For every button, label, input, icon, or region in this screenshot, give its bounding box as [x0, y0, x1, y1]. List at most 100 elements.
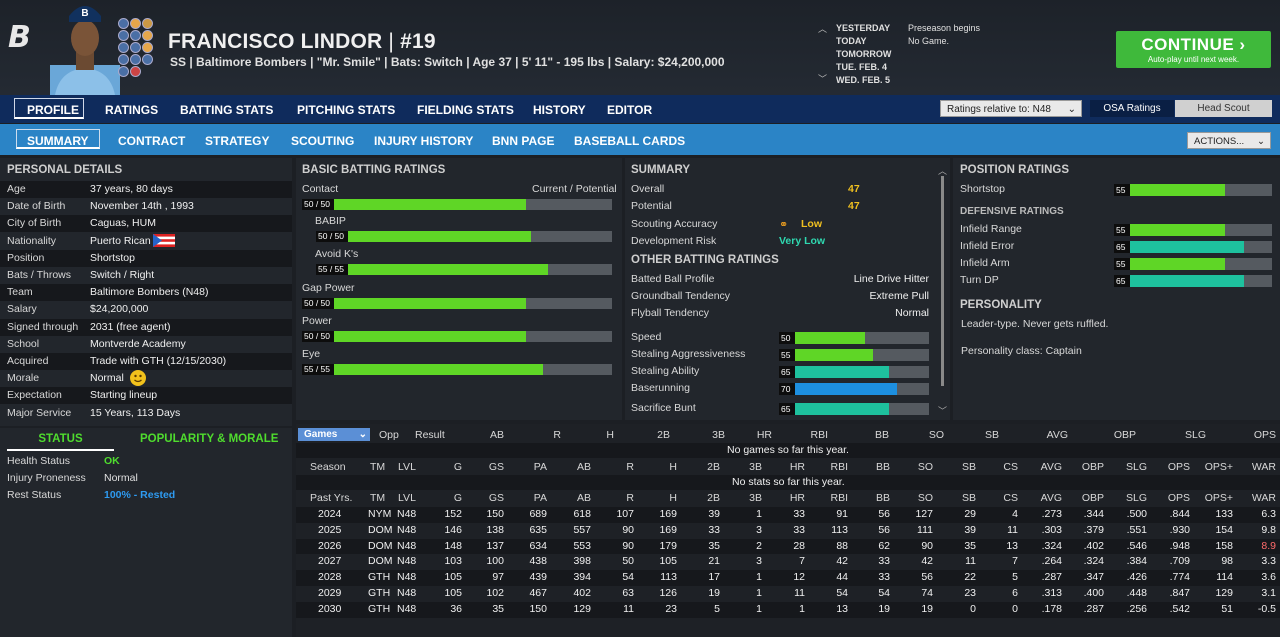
stat-cell: .344 — [1083, 508, 1104, 520]
stat-cell: 12 — [793, 571, 805, 584]
stat-col-header[interactable]: CS — [1003, 492, 1018, 504]
stat-col-header[interactable]: G — [453, 461, 462, 473]
stat-col-header[interactable]: RBI — [830, 461, 848, 473]
stat-col-header[interactable]: SB — [961, 461, 976, 473]
stat-col-header[interactable]: OBP — [1081, 492, 1104, 504]
batting-rating-name: BABIP — [315, 215, 346, 227]
tab-batting-stats[interactable]: BATTING STATS — [180, 103, 274, 117]
subtab-injury-history[interactable]: INJURY HISTORY — [374, 134, 474, 148]
personal-value: 15 Years, 113 Days — [90, 406, 181, 419]
stat-col-header[interactable]: 2B — [707, 492, 720, 504]
stat-col-header[interactable]: SLG — [1125, 461, 1147, 473]
stat-col-header[interactable]: R — [626, 461, 634, 473]
games-col-header[interactable]: OBP — [1113, 429, 1136, 441]
stat-col-header[interactable]: 3B — [749, 492, 762, 504]
stat-col-header[interactable]: RBI — [830, 492, 848, 504]
stat-col-header[interactable]: AVG — [1040, 492, 1062, 504]
stat-col-header[interactable]: TM — [370, 461, 386, 473]
head-scout-toggle[interactable]: Head Scout — [1175, 100, 1272, 117]
stat-cell: 105 — [444, 587, 462, 599]
personal-value: Puerto Rican — [90, 234, 151, 247]
stat-col-header[interactable]: SLG — [1125, 492, 1147, 504]
games-col-header[interactable]: Result — [415, 429, 445, 441]
stat-col-header[interactable]: PA — [533, 492, 547, 504]
games-col-header[interactable]: AB — [489, 429, 504, 441]
games-col-header[interactable]: BB — [874, 429, 889, 441]
stat-col-header[interactable]: AB — [576, 492, 591, 504]
games-col-header[interactable]: AVG — [1046, 429, 1068, 441]
subtab-strategy[interactable]: STRATEGY — [205, 134, 270, 148]
row-stripe — [0, 353, 292, 370]
games-col-header[interactable]: SO — [928, 429, 944, 441]
chevron-down-icon[interactable]: ﹀ — [818, 74, 828, 84]
stat-col-header[interactable]: BB — [875, 461, 890, 473]
row-stripe — [296, 443, 1280, 458]
stat-col-header[interactable]: OPS+ — [1204, 461, 1233, 473]
stat-col-header[interactable]: BB — [875, 492, 890, 504]
subtab-contract[interactable]: CONTRACT — [118, 134, 186, 148]
games-col-header[interactable]: R — [553, 429, 561, 441]
subtab-scouting[interactable]: SCOUTING — [291, 134, 355, 148]
stat-col-header[interactable]: SO — [917, 492, 933, 504]
stat-col-header[interactable]: GS — [488, 492, 504, 504]
stat-col-header[interactable]: TM — [370, 492, 386, 504]
stat-col-header[interactable]: SO — [917, 461, 933, 473]
stat-col-header[interactable]: WAR — [1251, 492, 1276, 504]
tab-pitching-stats[interactable]: PITCHING STATS — [297, 103, 396, 117]
stat-col-header[interactable]: OPS — [1167, 461, 1190, 473]
stat-col-header[interactable]: H — [669, 461, 677, 473]
stat-col-header[interactable]: CS — [1003, 461, 1018, 473]
stat-col-header[interactable]: Season — [310, 461, 346, 473]
status-tab[interactable]: STATUS — [7, 430, 114, 451]
games-col-header[interactable]: OPS — [1253, 429, 1276, 441]
games-col-header[interactable]: HR — [756, 429, 772, 441]
subtab-summary[interactable]: SUMMARY — [27, 134, 89, 148]
stat-col-header[interactable]: LVL — [398, 461, 416, 473]
stat-col-header[interactable]: GS — [488, 461, 504, 473]
games-col-header[interactable]: 2B — [657, 429, 670, 441]
position-rating-label: Shortstop — [960, 183, 1005, 195]
stat-col-header[interactable]: G — [453, 492, 462, 504]
subtab-baseball-cards[interactable]: BASEBALL CARDS — [574, 134, 686, 148]
stat-col-header[interactable]: SB — [961, 492, 976, 504]
stat-col-header[interactable]: HR — [789, 492, 805, 504]
personal-value: 2031 (free agent) — [90, 320, 171, 333]
stat-col-header[interactable]: AB — [576, 461, 591, 473]
stat-col-header[interactable]: 3B — [749, 461, 762, 473]
stat-col-header[interactable]: 2B — [707, 461, 720, 473]
schedule-event — [908, 48, 980, 61]
games-col-header[interactable]: RBI — [810, 429, 828, 441]
summary-scrollbar[interactable]: ︿ ﹀ — [938, 164, 947, 418]
stat-col-header[interactable]: OPS+ — [1204, 492, 1233, 504]
ratings-relative-select[interactable]: Ratings relative to: N48 ⌄ — [940, 100, 1082, 117]
games-col-header[interactable]: H — [606, 429, 614, 441]
tab-history[interactable]: HISTORY — [533, 103, 586, 117]
stat-col-header[interactable]: PA — [533, 461, 547, 473]
stat-col-header[interactable]: AVG — [1040, 461, 1062, 473]
subtab-bnn-page[interactable]: BNN PAGE — [492, 134, 555, 148]
stat-cell: 23 — [665, 602, 677, 615]
tab-ratings[interactable]: RATINGS — [105, 103, 159, 117]
tab-fielding-stats[interactable]: FIELDING STATS — [417, 103, 514, 117]
chevron-up-icon[interactable]: ︿ — [818, 24, 828, 34]
osa-ratings-toggle[interactable]: OSA Ratings — [1090, 100, 1174, 117]
continue-button[interactable]: CONTINUE › Auto-play until next week. — [1116, 31, 1271, 68]
stat-col-header[interactable]: OPS — [1167, 492, 1190, 504]
actions-menu[interactable]: ACTIONS... ⌄ — [1187, 132, 1271, 149]
games-col-header[interactable]: Opp — [379, 429, 399, 441]
games-col-header[interactable]: 3B — [712, 429, 725, 441]
stat-col-header[interactable]: HR — [789, 461, 805, 473]
games-select[interactable]: Games ⌄ — [298, 428, 370, 441]
stat-col-header[interactable]: LVL — [398, 492, 416, 504]
stat-col-header[interactable]: R — [626, 492, 634, 504]
tab-editor[interactable]: EDITOR — [607, 103, 653, 117]
popularity-morale-tab[interactable]: POPULARITY & MORALE — [140, 433, 279, 445]
stat-col-header[interactable]: WAR — [1251, 461, 1276, 473]
personal-value: Starting lineup — [90, 389, 158, 402]
stat-col-header[interactable]: Past Yrs. — [310, 492, 353, 504]
stat-col-header[interactable]: OBP — [1081, 461, 1104, 473]
games-col-header[interactable]: SB — [984, 429, 999, 441]
games-col-header[interactable]: SLG — [1184, 429, 1206, 441]
stat-col-header[interactable]: H — [669, 492, 677, 504]
tab-profile[interactable]: PROFILE — [27, 103, 80, 117]
